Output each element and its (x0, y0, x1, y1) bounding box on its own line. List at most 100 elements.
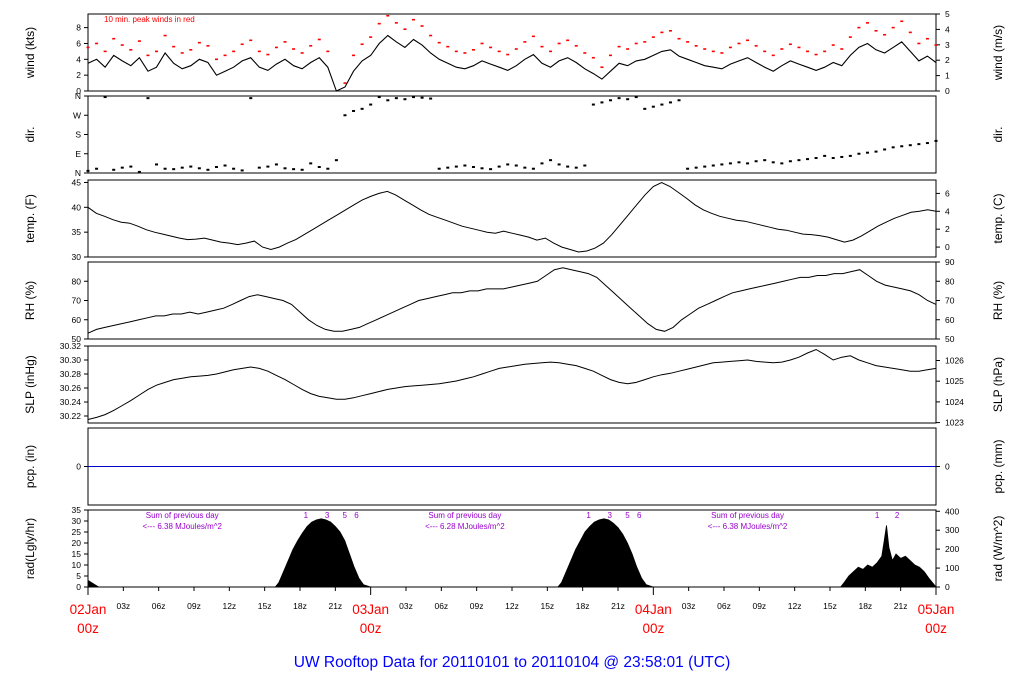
direction-point (429, 97, 433, 100)
wind-peak-mark (720, 52, 724, 54)
wind-peak-mark (609, 54, 613, 57)
direction-point (814, 157, 818, 160)
radiation-ytick-label: 35 (72, 505, 82, 515)
wind-ytick-right-label: 5 (945, 9, 950, 19)
direction-point (720, 163, 724, 166)
radiation-ytick-right-label: 0 (945, 582, 950, 592)
x-tick-label: 21z (894, 601, 908, 611)
direction-point (437, 167, 441, 170)
direction-point (677, 99, 681, 102)
wind-annotation: 10 min. peak winds in red (104, 15, 195, 24)
radiation-index-mark: 6 (637, 511, 642, 520)
radiation-index-mark: 3 (325, 511, 330, 520)
direction-point (591, 103, 595, 106)
direction-point (420, 96, 424, 99)
direction-point (831, 157, 835, 160)
wind-ylabel-right: wind (m/s) (991, 25, 1005, 81)
pressure-line (87, 348, 937, 420)
direction-point (574, 166, 578, 169)
direction-point (660, 103, 664, 106)
wind-peak-mark (514, 48, 518, 50)
direction-point (583, 164, 587, 167)
direction-point (917, 143, 921, 146)
humidity-ytick-right-label: 50 (945, 334, 955, 344)
direction-point (411, 96, 415, 99)
pressure-ytick-label: 30.32 (60, 341, 82, 351)
x-tick-label: 06z (717, 601, 731, 611)
direction-ylabel-right: dir. (991, 126, 1005, 142)
wind-peak-mark (463, 52, 467, 54)
direction-frame (87, 95, 937, 174)
wind-peak-mark (257, 50, 261, 53)
direction-point (180, 166, 184, 169)
radiation-note-title: Sum of previous day (711, 511, 784, 520)
x-tick-label: 03z (399, 601, 413, 611)
wind-peak-mark (214, 58, 218, 61)
direction-point (806, 158, 810, 161)
direction-point (394, 97, 398, 100)
x-axis: 03z 06z 09z 12z 15z 18z 21z 03z 06z 09z 12z 15z 18z 2… (70, 587, 954, 636)
radiation-ytick-label: 25 (72, 527, 82, 537)
wind-peak-mark (163, 34, 167, 37)
direction-point (163, 167, 167, 170)
direction-point (274, 163, 278, 166)
radiation-area (87, 518, 937, 588)
direction-point (352, 109, 356, 112)
temperature-ylabel: temp. (F) (23, 194, 37, 243)
wind-peak-mark (155, 50, 159, 53)
radiation-index-mark: 1 (875, 511, 880, 520)
wind-peak-mark (266, 53, 270, 56)
temperature-line (87, 181, 937, 253)
temperature-ytick-label: 30 (72, 252, 82, 262)
wind-peak-mark (172, 45, 176, 48)
direction-point (129, 165, 133, 168)
wind-peak-mark (934, 44, 938, 46)
direction-point (403, 98, 407, 101)
wind-peak-mark (86, 46, 90, 49)
wind-peak-mark (317, 38, 321, 41)
wind-speed-line (87, 34, 937, 92)
direction-point (754, 160, 758, 163)
direction-point (737, 161, 741, 164)
radiation-index-mark: 1 (586, 511, 591, 520)
wind-peak-mark (386, 14, 390, 17)
direction-point (146, 97, 150, 100)
direction-point (823, 154, 827, 157)
direction-point (686, 167, 690, 170)
wind-peak-mark (309, 45, 313, 47)
radiation-ytick-label: 20 (72, 538, 82, 548)
direction-ytick-label: N (75, 168, 81, 178)
precipitation-ylabel: pcp. (in) (23, 445, 37, 488)
wind-peak-mark (737, 42, 741, 45)
direction-point (489, 168, 493, 171)
x-date-time: 00z (925, 621, 947, 636)
humidity-ylabel-right: RH (%) (991, 281, 1005, 320)
direction-point (626, 98, 630, 101)
direction-point (883, 148, 887, 151)
wind-ytick-right-label: 3 (945, 40, 950, 50)
wind-peak-mark (788, 43, 792, 46)
wind-ytick-right-label: 4 (945, 24, 950, 34)
wind-peak-mark (446, 45, 450, 48)
wind-peak-mark (925, 37, 929, 40)
wind-peak-mark (651, 36, 655, 38)
humidity-frame (87, 261, 937, 340)
direction-point (232, 167, 236, 170)
wind-peak-mark (617, 45, 621, 48)
direction-point (86, 169, 90, 172)
wind-peak-mark (728, 46, 732, 49)
pressure-ylabel: SLP (inHg) (23, 355, 37, 413)
wind-peak-mark (771, 54, 775, 57)
direction-point (240, 169, 244, 172)
wind-peak-mark (531, 35, 535, 38)
direction-point (840, 155, 844, 158)
wind-peak-mark (489, 46, 493, 49)
direction-point (900, 145, 904, 148)
pressure-ytick-right-label: 1024 (945, 397, 964, 407)
pressure-frame (87, 345, 937, 424)
wind-peak-mark (660, 31, 664, 34)
direction-point (523, 166, 527, 169)
x-tick-label: 03z (116, 601, 130, 611)
